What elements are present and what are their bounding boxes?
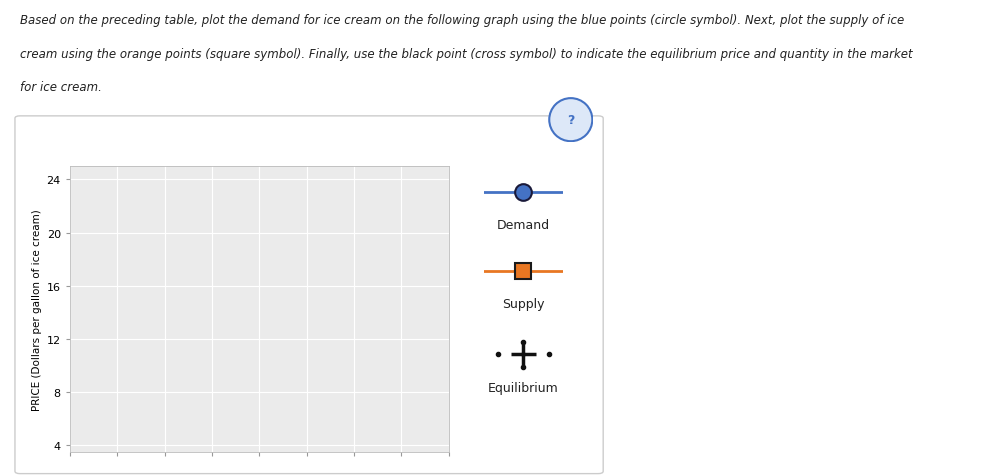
Text: for ice cream.: for ice cream.	[20, 81, 102, 94]
Y-axis label: PRICE (Dollars per gallon of ice cream): PRICE (Dollars per gallon of ice cream)	[32, 209, 42, 410]
Circle shape	[549, 99, 592, 142]
Text: Equilibrium: Equilibrium	[489, 381, 558, 394]
Text: Based on the preceding table, plot the demand for ice cream on the following gra: Based on the preceding table, plot the d…	[20, 14, 904, 27]
Text: Demand: Demand	[497, 219, 550, 232]
Text: ?: ?	[567, 114, 574, 127]
Text: Supply: Supply	[502, 298, 544, 310]
Text: cream using the orange points (square symbol). Finally, use the black point (cro: cream using the orange points (square sy…	[20, 48, 912, 60]
